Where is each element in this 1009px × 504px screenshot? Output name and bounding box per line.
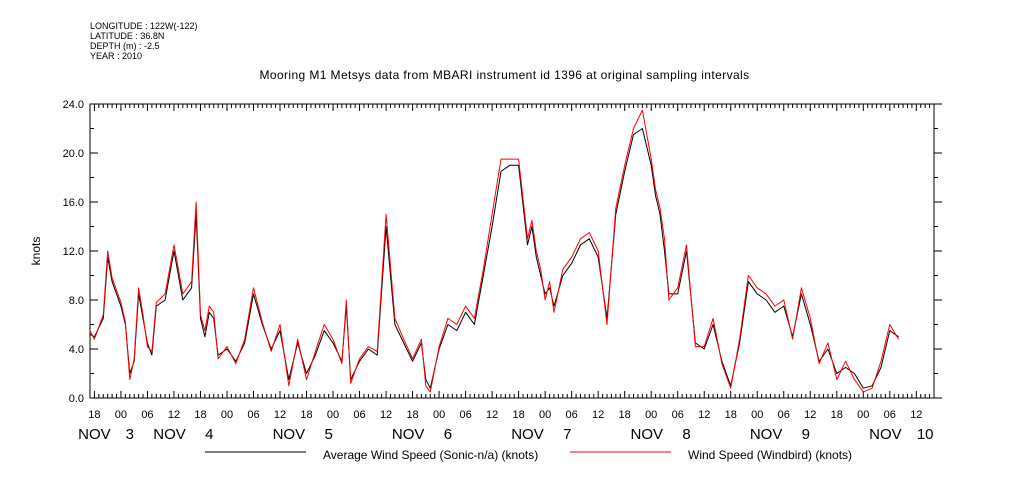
x-hour-label: 06 — [141, 409, 153, 421]
x-day-label: NOV — [153, 426, 186, 443]
x-hour-label: 12 — [592, 409, 604, 421]
chart-title: Mooring M1 Metsys data from MBARI instru… — [259, 68, 750, 82]
x-day-label: NOV — [273, 426, 306, 443]
meta-longitude: LONGITUDE : 122W(-122) — [90, 21, 198, 31]
x-hour-label: 18 — [619, 409, 631, 421]
metadata-block: LONGITUDE : 122W(-122) LATITUDE : 36.8N DE… — [90, 21, 198, 61]
y-tick-label: 24.0 — [63, 99, 84, 111]
x-hour-label: 00 — [327, 409, 339, 421]
plot-frame — [89, 103, 935, 399]
y-tick-label: 0.0 — [69, 393, 84, 405]
x-day-label: 4 — [205, 426, 213, 443]
x-hour-label: 06 — [459, 409, 471, 421]
meta-year: YEAR : 2010 — [90, 51, 143, 61]
x-hour-label: 06 — [778, 409, 790, 421]
x-hour-label: 12 — [804, 409, 816, 421]
x-hour-label: 12 — [274, 409, 286, 421]
x-day-label: NOV — [392, 426, 425, 443]
series-line-windbird-wind-speed — [89, 109, 900, 393]
x-hour-label: 00 — [751, 409, 763, 421]
x-day-label: 7 — [563, 426, 571, 443]
x-hour-label: 00 — [115, 409, 127, 421]
x-hour-label: 18 — [831, 409, 843, 421]
x-day-label: 3 — [126, 426, 134, 443]
x-hour-label: 18 — [513, 409, 525, 421]
x-hour-label: 12 — [910, 409, 922, 421]
x-day-label: 6 — [444, 426, 452, 443]
x-hour-label: 12 — [698, 409, 710, 421]
x-hour-label: 18 — [300, 409, 312, 421]
meta-depth: DEPTH (m) : -2.5 — [90, 41, 160, 51]
x-hour-label: 18 — [725, 409, 737, 421]
x-hour-label: 12 — [380, 409, 392, 421]
x-day-label: NOV — [869, 426, 902, 443]
x-hour-label: 00 — [645, 409, 657, 421]
x-day-label: 5 — [324, 426, 332, 443]
x-hour-label: 00 — [857, 409, 869, 421]
series-line-average-wind-speed — [89, 128, 899, 389]
x-day-label: 10 — [917, 426, 934, 443]
y-tick-label: 12.0 — [63, 246, 84, 258]
x-hour-label: 06 — [672, 409, 684, 421]
x-hour-label: 18 — [88, 409, 100, 421]
x-hour-label: 18 — [406, 409, 418, 421]
y-axis-label: knots — [29, 237, 43, 266]
x-day-label: 8 — [682, 426, 690, 443]
x-hour-label: 00 — [221, 409, 233, 421]
y-tick-label: 8.0 — [69, 295, 84, 307]
legend-label-windbird: Wind Speed (Windbird) (knots) — [688, 448, 852, 462]
x-day-label: NOV — [511, 426, 544, 443]
x-hour-label: 12 — [168, 409, 180, 421]
meta-latitude: LATITUDE : 36.8N — [90, 31, 165, 41]
x-hour-label: 00 — [433, 409, 445, 421]
x-day-label: 9 — [802, 426, 810, 443]
x-day-label: NOV — [78, 426, 111, 443]
y-tick-label: 16.0 — [63, 197, 84, 209]
x-hour-label: 06 — [353, 409, 365, 421]
x-day-label: NOV — [750, 426, 783, 443]
x-hour-label: 06 — [247, 409, 259, 421]
x-hour-label: 00 — [539, 409, 551, 421]
x-day-label: NOV — [631, 426, 664, 443]
legend-label-average: Average Wind Speed (Sonic-n/a) (knots) — [323, 448, 538, 462]
x-hour-label: 12 — [486, 409, 498, 421]
legend: Average Wind Speed (Sonic-n/a) (knots) W… — [205, 448, 852, 462]
y-tick-label: 4.0 — [69, 344, 84, 356]
x-hour-label: 18 — [194, 409, 206, 421]
y-tick-label: 20.0 — [63, 148, 84, 160]
x-hour-label: 06 — [566, 409, 578, 421]
x-hour-label: 06 — [884, 409, 896, 421]
plot-area: 0.0 4.0 8.0 12.0 16.0 20.0 24.0 18 00 06 12 18 00 06 1… — [63, 99, 942, 443]
